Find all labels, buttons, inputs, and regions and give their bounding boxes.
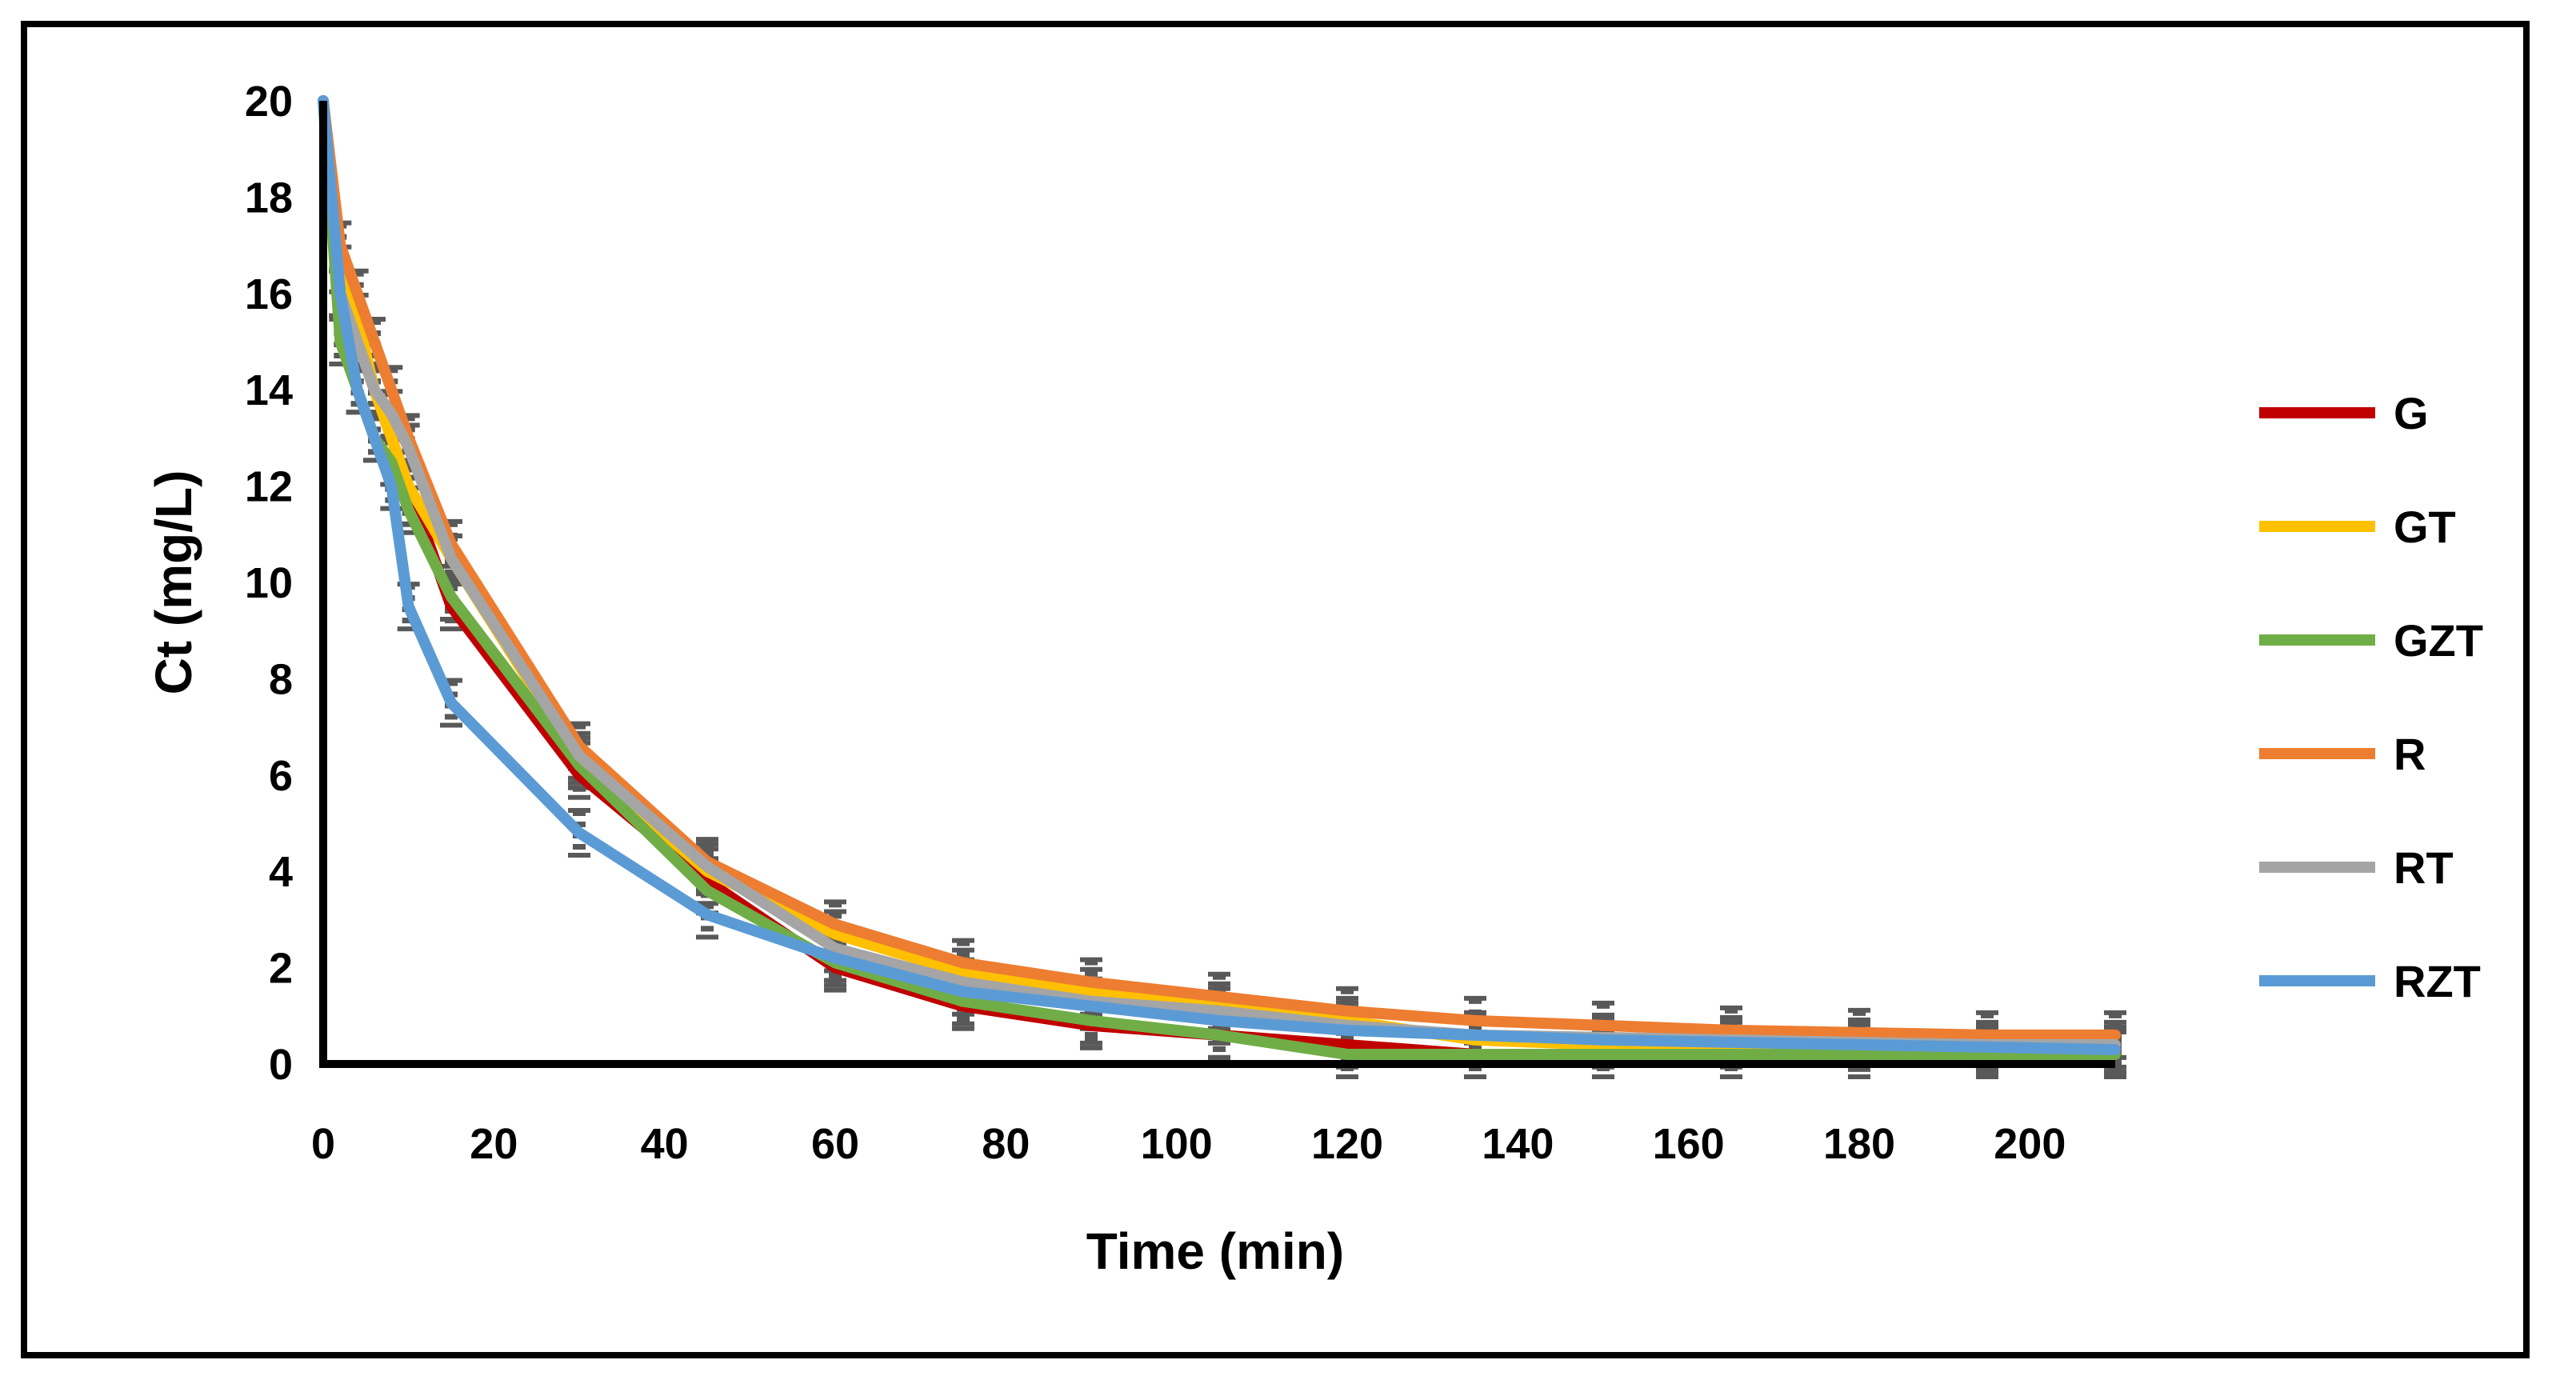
legend: G GT GZT R RT RZT (2259, 388, 2483, 1006)
legend-label: GZT (2394, 615, 2483, 666)
x-tick-label: 120 (1311, 1120, 1383, 1168)
y-tick-labels: 0 2 4 6 8 10 12 14 16 18 20 (245, 78, 293, 1089)
y-tick-label: 18 (245, 174, 293, 222)
series-lines (318, 95, 2121, 1060)
legend-item: GZT (2259, 615, 2483, 666)
legend-label: GT (2394, 502, 2456, 552)
x-tick-label: 80 (982, 1120, 1030, 1168)
y-tick-label: 4 (269, 848, 293, 896)
legend-item: G (2259, 388, 2429, 438)
x-tick-labels: 0 20 40 60 80 100 120 140 160 180 200 (311, 1120, 2066, 1168)
x-tick-label: 200 (1994, 1120, 2066, 1168)
x-tick-label: 100 (1141, 1120, 1213, 1168)
y-tick-label: 2 (269, 945, 293, 993)
x-tick-label: 40 (641, 1120, 689, 1168)
legend-label: RZT (2394, 956, 2481, 1006)
x-tick-label: 160 (1653, 1120, 1725, 1168)
legend-label: R (2394, 729, 2426, 779)
series-line-gt (318, 95, 2121, 1055)
x-tick-label: 20 (470, 1120, 518, 1168)
y-tick-label: 16 (245, 270, 293, 318)
y-tick-label: 0 (269, 1041, 293, 1089)
legend-item: RZT (2259, 956, 2481, 1006)
x-axis-title: Time (min) (1086, 1222, 1344, 1280)
x-tick-label: 140 (1482, 1120, 1554, 1168)
y-tick-label: 12 (245, 463, 293, 511)
legend-item: GT (2259, 502, 2456, 552)
x-tick-label: 60 (811, 1120, 859, 1168)
error-bars (329, 220, 2126, 1079)
line-chart: 0 2 4 6 8 10 12 14 16 18 20 0 20 40 60 80 100 120 140 160 1… (145, 78, 2483, 1280)
y-tick-label: 8 (269, 655, 293, 703)
y-tick-label: 6 (269, 752, 293, 800)
legend-label: G (2394, 388, 2429, 438)
y-tick-label: 20 (245, 78, 293, 126)
y-tick-label: 14 (245, 366, 293, 414)
y-tick-label: 10 (245, 559, 293, 607)
chart-frame: 0 2 4 6 8 10 12 14 16 18 20 0 20 40 60 80 100 120 140 160 1… (21, 21, 2530, 1358)
legend-label: RT (2394, 842, 2454, 893)
x-tick-label: 180 (1823, 1120, 1895, 1168)
x-tick-label: 0 (311, 1120, 335, 1168)
series-line-rzt (318, 95, 2121, 1055)
legend-item: R (2259, 729, 2426, 779)
series-line-rt (318, 95, 2121, 1050)
series-line-gzt (318, 95, 2121, 1060)
legend-item: RT (2259, 842, 2454, 893)
series-line-r (318, 95, 2121, 1041)
y-axis-title: Ct (mg/L) (145, 470, 202, 695)
series-line-g (318, 95, 2121, 1060)
